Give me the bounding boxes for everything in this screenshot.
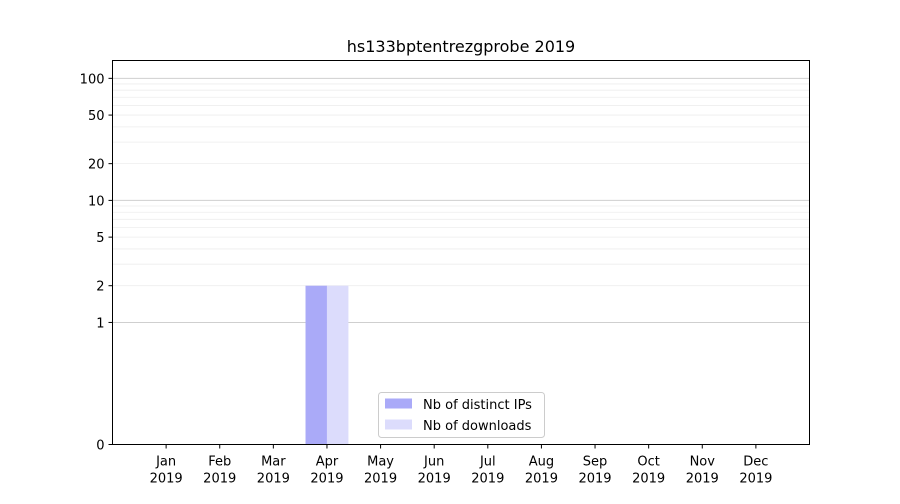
x-tick-label-year: 2019 — [364, 472, 397, 487]
y-tick-label: 0 — [96, 439, 104, 454]
x-tick-label-month: Jul — [479, 455, 496, 470]
y-tick-label: 5 — [96, 231, 104, 246]
legend-swatch-distinct-ips — [385, 398, 412, 409]
x-tick-label-year: 2019 — [739, 472, 772, 487]
x-tick-label-month: Mar — [261, 455, 286, 470]
x-tick-label-year: 2019 — [310, 472, 343, 487]
x-tick-label-month: Oct — [637, 455, 659, 470]
x-tick-label-year: 2019 — [525, 472, 558, 487]
x-tick-label-year: 2019 — [578, 472, 611, 487]
grid-lines — [112, 77, 810, 323]
x-tick-label-month: Apr — [316, 455, 339, 470]
x-tick-label-year: 2019 — [418, 472, 451, 487]
y-tick-label: 20 — [88, 158, 105, 173]
chart-title: hs133bptentrezgprobe 2019 — [347, 37, 575, 56]
legend-label-distinct-ips: Nb of distinct IPs — [423, 398, 532, 413]
legend-box — [378, 392, 545, 438]
bars — [305, 285, 349, 445]
y-tick-label: 100 — [80, 72, 105, 87]
x-tick-label-month: Jan — [155, 455, 176, 470]
y-tick-label: 2 — [96, 280, 104, 295]
legend: Nb of distinct IPs Nb of downloads — [378, 392, 545, 438]
bar-downloads — [326, 285, 349, 445]
y-tick-label: 10 — [88, 194, 105, 209]
x-tick-label-month: Sep — [583, 455, 608, 470]
bar-distinct-ips — [305, 285, 327, 445]
x-tick-label-year: 2019 — [632, 472, 665, 487]
x-axis-ticks: Jan 2019 Feb 2019 Mar 2019 Apr 2019 May 2019 Jun 20… — [150, 444, 772, 487]
legend-swatch-downloads — [385, 419, 412, 430]
x-tick-label-month: Jun — [423, 455, 444, 470]
y-axis-ticks: 0 1 2 5 10 20 50 100 — [80, 72, 113, 454]
y-tick-label: 1 — [96, 316, 104, 331]
x-tick-label-month: Feb — [208, 455, 231, 470]
x-tick-label-month: May — [367, 455, 394, 470]
y-tick-label: 50 — [88, 109, 105, 124]
x-tick-label-year: 2019 — [471, 472, 504, 487]
x-tick-label-year: 2019 — [203, 472, 236, 487]
x-tick-label-year: 2019 — [686, 472, 719, 487]
x-tick-label-month: Dec — [743, 455, 768, 470]
legend-label-downloads: Nb of downloads — [423, 419, 532, 434]
plot-frame — [112, 60, 810, 445]
x-tick-label-month: Nov — [690, 455, 716, 470]
x-tick-label-month: Aug — [529, 455, 554, 470]
x-tick-label-year: 2019 — [257, 472, 290, 487]
x-tick-label-year: 2019 — [150, 472, 183, 487]
